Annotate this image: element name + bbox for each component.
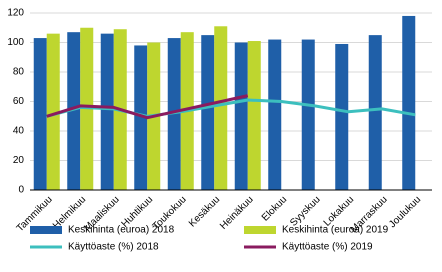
bar [234, 42, 248, 190]
bar [201, 35, 215, 190]
x-tick-label: Syyskuu [288, 194, 323, 229]
bar [301, 39, 315, 190]
bar [214, 26, 228, 191]
y-tick-label: 120 [7, 8, 24, 19]
bar [100, 33, 114, 191]
y-tick-label: 100 [7, 37, 24, 48]
bar [67, 32, 81, 190]
legend-label: Keskihinta (euroa) 2018 [68, 225, 175, 236]
bar [368, 35, 382, 190]
legend-label: Käyttöaste (%) 2019 [282, 242, 373, 253]
bar [335, 43, 349, 190]
y-tick-label: 20 [13, 155, 25, 166]
bar [402, 15, 416, 191]
legend-swatch [244, 226, 276, 234]
x-tick-label: Elokuu [260, 194, 289, 223]
legend-swatch [30, 226, 62, 234]
y-tick-label: 60 [13, 96, 25, 107]
bar [46, 33, 60, 191]
bar [134, 45, 148, 191]
y-tick-label: 0 [18, 185, 24, 196]
legend-label: Keskihinta (euroa) 2019 [282, 225, 389, 236]
y-tick-label: 80 [13, 67, 25, 78]
bar [268, 39, 282, 190]
x-tick-label: Joulukuu [387, 194, 423, 230]
x-tick-label: Lokakuu [322, 194, 357, 229]
bar [33, 38, 47, 191]
y-tick-label: 40 [13, 126, 25, 137]
legend-label: Käyttöaste (%) 2018 [68, 242, 159, 253]
line-series [46, 94, 249, 120]
bar [247, 41, 261, 191]
